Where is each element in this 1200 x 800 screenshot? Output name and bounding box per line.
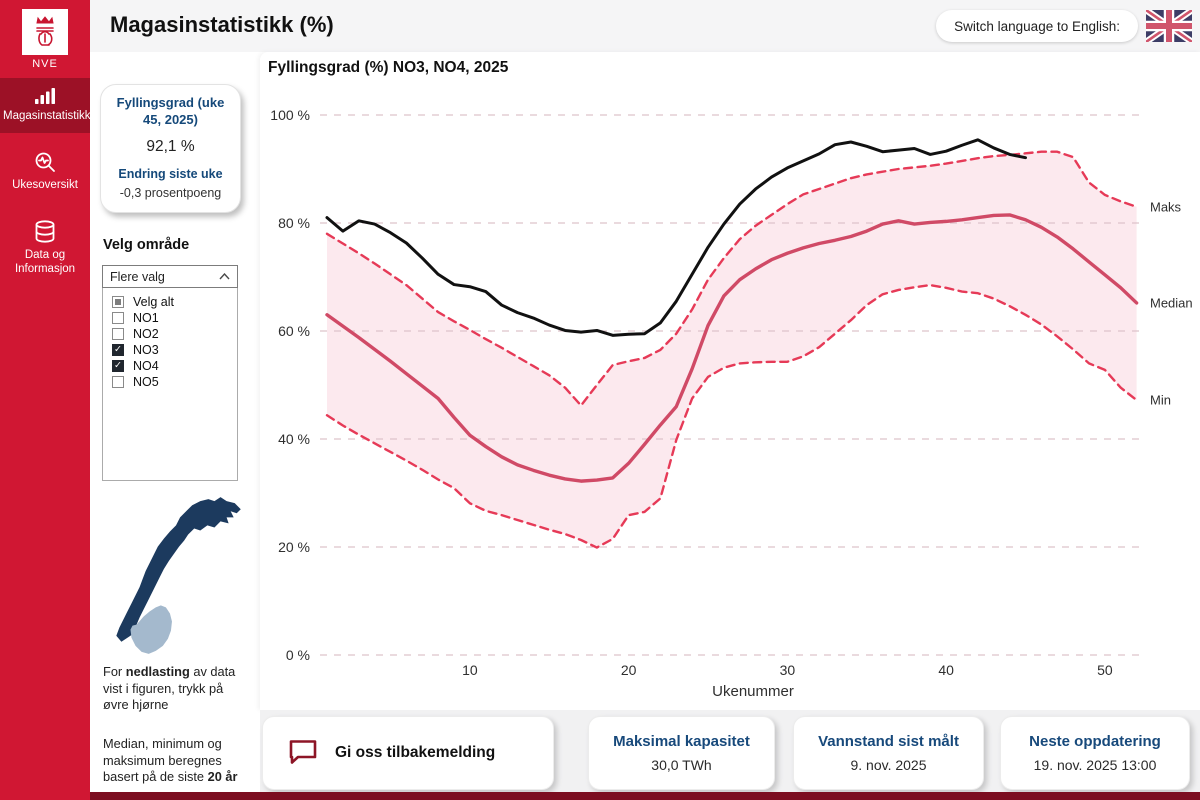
database-icon (35, 220, 55, 243)
area-option-no5[interactable]: NO5 (112, 374, 237, 390)
chevron-up-icon (219, 273, 230, 280)
bar-chart-icon (35, 88, 55, 104)
checkbox-icon[interactable] (112, 296, 124, 308)
statistics-basis-note: Median, minimum og maksimum beregnes bas… (103, 736, 238, 785)
area-option-no3[interactable]: NO3 (112, 342, 237, 358)
capacity-card: Maksimal kapasitet 30,0 TWh (588, 716, 775, 790)
area-select-heading: Velg område (103, 237, 190, 253)
checkbox-icon[interactable] (112, 360, 124, 372)
checkbox-icon[interactable] (112, 312, 124, 324)
sidebar-item-label: Data og Informasjon (14, 248, 76, 276)
area-option-no2[interactable]: NO2 (112, 326, 237, 342)
area-option-list: Velg alt NO1 NO2 NO3 NO4 NO5 (102, 288, 238, 481)
norway-map (95, 488, 255, 660)
svg-text:0 %: 0 % (286, 647, 310, 663)
svg-text:10: 10 (462, 662, 478, 678)
download-note: For nedlasting av data vist i figuren, t… (103, 664, 236, 713)
nve-logo[interactable]: NVE (0, 0, 90, 70)
feedback-label: Gi oss tilbakemelding (335, 744, 496, 761)
area-option-label: NO1 (133, 311, 159, 325)
area-option-label: NO5 (133, 375, 159, 389)
area-option-velg-alt[interactable]: Velg alt (112, 294, 237, 310)
area-option-no1[interactable]: NO1 (112, 310, 237, 326)
svg-text:30: 30 (780, 662, 796, 678)
magnifier-pulse-icon (35, 152, 55, 173)
area-option-label: NO4 (133, 359, 159, 373)
next-update-value: 19. nov. 2025 13:00 (1033, 757, 1157, 773)
feedback-button[interactable]: Gi oss tilbakemelding (262, 716, 554, 790)
page-title: Magasinstatistikk (%) (110, 12, 334, 37)
capacity-title: Maksimal kapasitet (613, 733, 750, 750)
chart-title: Fyllingsgrad (%) NO3, NO4, 2025 (268, 59, 509, 76)
stat-change-value: -0,3 prosentpoeng (119, 185, 222, 200)
area-option-label: NO2 (133, 327, 159, 341)
speech-bubble-icon (289, 740, 317, 764)
svg-text:60 %: 60 % (278, 323, 310, 339)
nve-logo-text: NVE (32, 58, 58, 70)
sidebar-item-ukesoversikt[interactable]: Ukesoversikt (0, 141, 90, 202)
svg-text:Ukenummer: Ukenummer (712, 683, 794, 700)
switch-language-button[interactable]: Switch language to English: (936, 10, 1138, 42)
sidebar-item-label: Magasinstatistikk (3, 110, 91, 122)
area-option-label: NO3 (133, 343, 159, 357)
left-panel: Fyllingsgrad (uke 45, 2025) 92,1 % Endri… (90, 52, 260, 792)
uk-flag-icon[interactable] (1146, 10, 1192, 42)
svg-text:Maks: Maks (1150, 199, 1182, 214)
stat-card-title: Fyllingsgrad (uke 45, 2025) (116, 95, 225, 127)
checkbox-icon[interactable] (112, 328, 124, 340)
waterlevel-value: 9. nov. 2025 (850, 757, 927, 773)
sidebar: NVE Magasinstatistikk Ukesoversikt (0, 0, 91, 800)
checkbox-icon[interactable] (112, 376, 124, 388)
fyllingsgrad-stat-card: Fyllingsgrad (uke 45, 2025) 92,1 % Endri… (100, 84, 241, 213)
bottom-accent-strip (90, 792, 1200, 800)
area-dropdown[interactable]: Flere valg (102, 265, 238, 288)
stat-card-value: 92,1 % (146, 137, 195, 155)
svg-text:50: 50 (1097, 662, 1113, 678)
svg-text:20: 20 (621, 662, 637, 678)
area-option-label: Velg alt (133, 295, 175, 309)
capacity-value: 30,0 TWh (651, 757, 712, 773)
fyllingsgrad-chart: 0 % 20 % 40 % 60 % 80 % 100 % 10 20 30 40 50 Ukenum… (270, 107, 1193, 700)
next-update-title: Neste oppdatering (1029, 733, 1161, 750)
next-update-card: Neste oppdatering 19. nov. 2025 13:00 (1000, 716, 1190, 790)
checkbox-icon[interactable] (112, 344, 124, 356)
waterlevel-title: Vannstand sist målt (818, 733, 959, 750)
header: Magasinstatistikk (%) Switch language to… (90, 0, 1200, 52)
svg-text:40: 40 (938, 662, 954, 678)
sidebar-item-magasinstatistikk[interactable]: Magasinstatistikk (0, 78, 91, 134)
svg-text:40 %: 40 % (278, 431, 310, 447)
sidebar-item-label: Ukesoversikt (12, 179, 78, 192)
sidebar-item-data-og-informasjon[interactable]: Data og Informasjon (0, 211, 90, 287)
area-option-no4[interactable]: NO4 (112, 358, 237, 374)
svg-text:100 %: 100 % (270, 107, 310, 123)
chart-card: Fyllingsgrad (%) NO3, NO4, 2025 0 % 20 % 4… (260, 52, 1200, 710)
svg-text:Min: Min (1150, 393, 1171, 408)
svg-text:Median: Median (1150, 295, 1193, 310)
nve-crest-icon (22, 9, 68, 55)
stat-change-label: Endring siste uke (118, 166, 223, 181)
svg-text:20 %: 20 % (278, 539, 310, 555)
area-dropdown-label: Flere valg (110, 269, 165, 284)
waterlevel-card: Vannstand sist målt 9. nov. 2025 (793, 716, 984, 790)
svg-text:80 %: 80 % (278, 215, 310, 231)
